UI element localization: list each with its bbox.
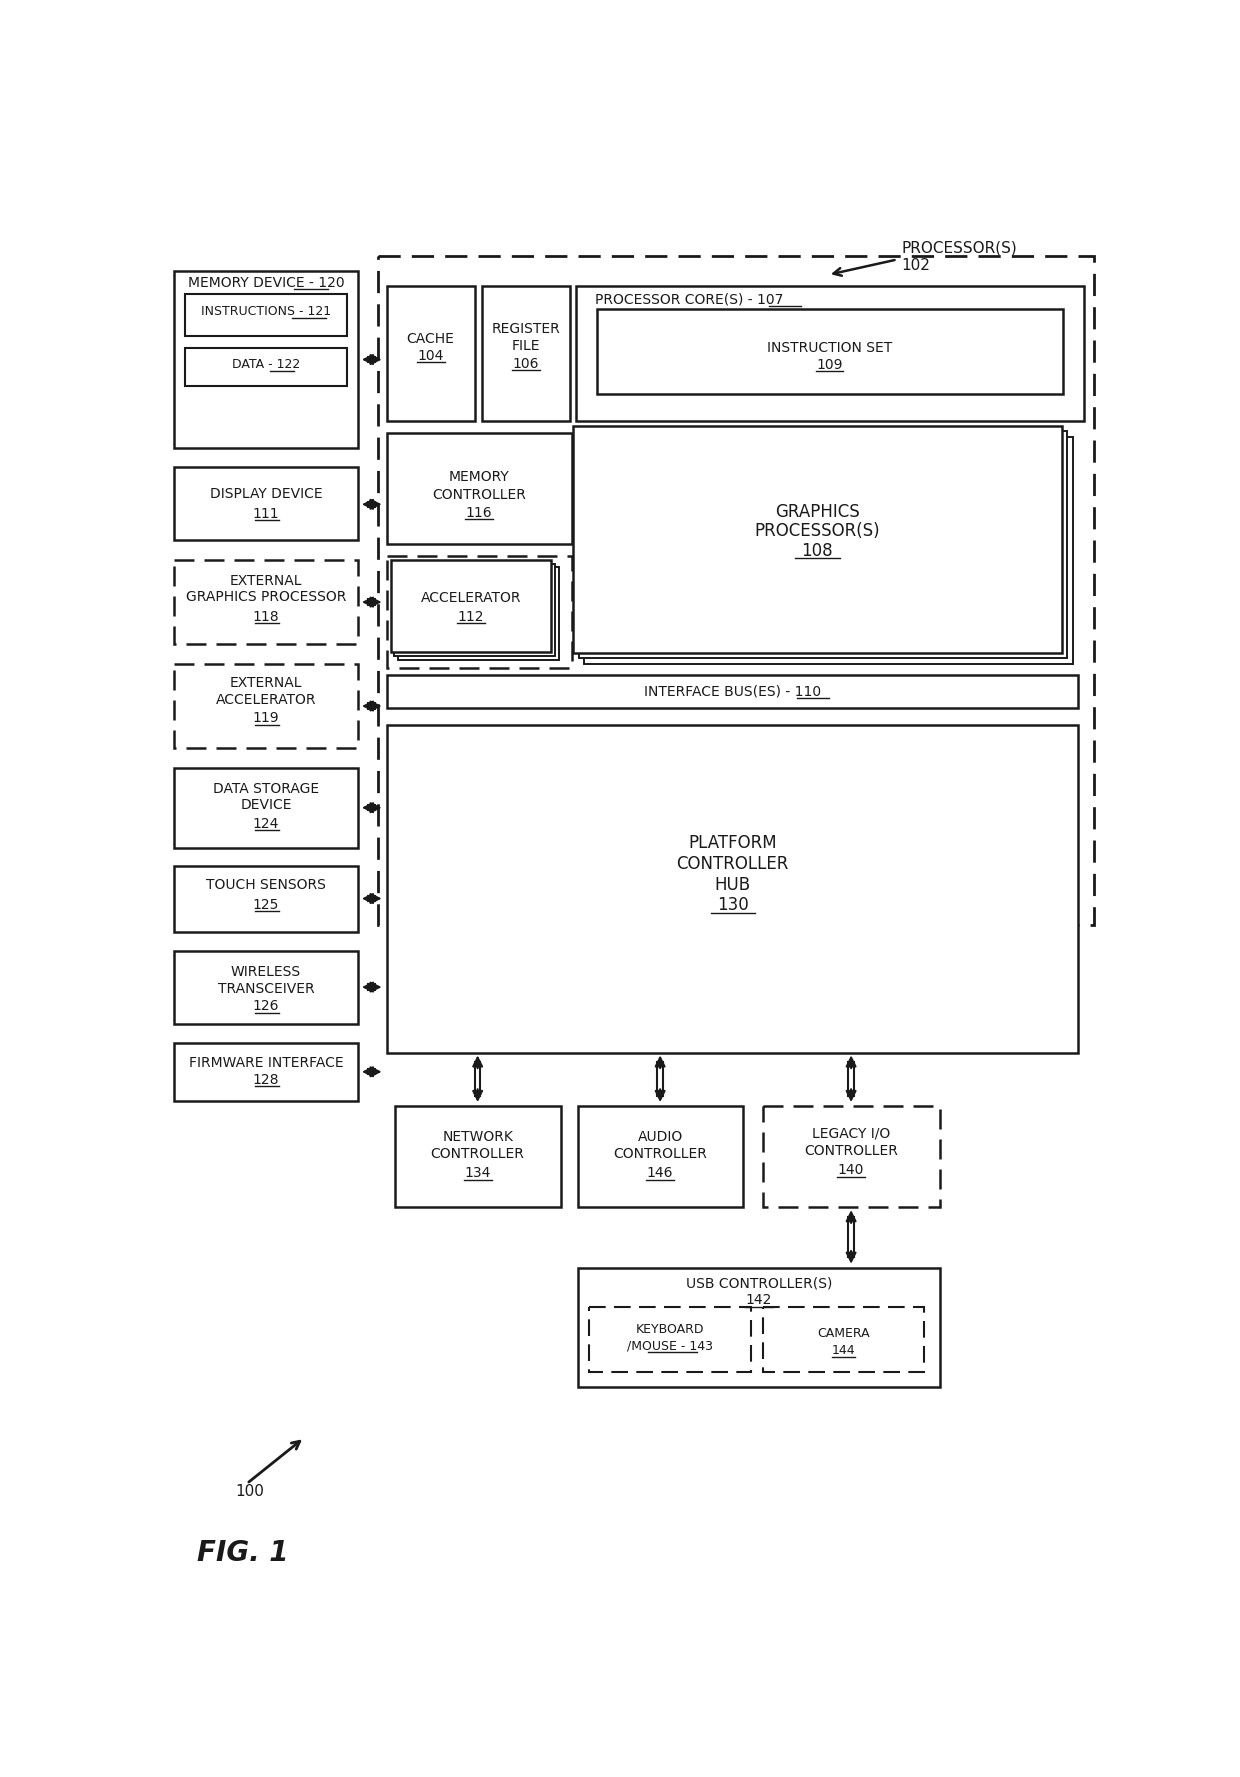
Text: CONTROLLER: CONTROLLER	[430, 1148, 525, 1160]
Bar	[578, 1269, 940, 1388]
Bar	[174, 560, 358, 645]
Text: REGISTER: REGISTER	[492, 322, 560, 336]
Text: 100: 100	[236, 1484, 264, 1500]
Text: KEYBOARD: KEYBOARD	[636, 1324, 704, 1336]
Bar	[387, 675, 1079, 707]
Text: PROCESSOR(S): PROCESSOR(S)	[901, 240, 1017, 256]
Text: 104: 104	[418, 348, 444, 363]
Text: INSTRUCTIONS - 121: INSTRUCTIONS - 121	[201, 306, 331, 318]
Text: EXTERNAL: EXTERNAL	[229, 675, 303, 689]
Text: 109: 109	[816, 357, 843, 371]
Text: 124: 124	[253, 817, 279, 832]
Text: TRANSCEIVER: TRANSCEIVER	[217, 981, 314, 995]
Text: WIRELESS: WIRELESS	[231, 965, 301, 979]
Bar	[174, 951, 358, 1024]
Text: CONTROLLER: CONTROLLER	[433, 489, 526, 503]
Text: PROCESSOR(S): PROCESSOR(S)	[754, 522, 880, 540]
Bar	[174, 865, 358, 931]
Bar	[174, 768, 358, 848]
Text: TOUCH SENSORS: TOUCH SENSORS	[206, 878, 326, 892]
Text: 128: 128	[253, 1073, 279, 1088]
Text: 144: 144	[832, 1343, 856, 1358]
Bar	[763, 1107, 940, 1207]
Text: INTERFACE BUS(ES) - 110: INTERFACE BUS(ES) - 110	[644, 684, 821, 698]
Text: /MOUSE - 143: /MOUSE - 143	[627, 1340, 713, 1352]
Text: 106: 106	[513, 357, 539, 371]
Bar	[185, 293, 347, 336]
Text: AUDIO: AUDIO	[637, 1130, 683, 1144]
Bar	[377, 256, 1094, 926]
Bar	[394, 563, 554, 656]
Bar	[589, 1306, 751, 1372]
Text: 111: 111	[253, 506, 279, 521]
Text: INSTRUCTION SET: INSTRUCTION SET	[766, 341, 892, 355]
Text: 102: 102	[901, 258, 930, 274]
Text: DEVICE: DEVICE	[241, 798, 291, 812]
Bar	[391, 560, 551, 652]
Text: 116: 116	[466, 506, 492, 519]
Text: FIG. 1: FIG. 1	[197, 1539, 288, 1567]
Text: 118: 118	[253, 610, 279, 624]
Text: NETWORK: NETWORK	[443, 1130, 513, 1144]
Bar	[396, 1107, 560, 1207]
Text: PLATFORM: PLATFORM	[688, 833, 776, 853]
Bar	[579, 432, 1068, 657]
Text: 134: 134	[465, 1166, 491, 1180]
Text: CONTROLLER: CONTROLLER	[805, 1144, 898, 1159]
Bar	[174, 467, 358, 540]
Text: PROCESSOR CORE(S) - 107: PROCESSOR CORE(S) - 107	[595, 293, 784, 306]
Text: 112: 112	[458, 610, 484, 624]
Bar	[387, 286, 475, 421]
Text: CAMERA: CAMERA	[817, 1327, 869, 1340]
Bar	[763, 1306, 924, 1372]
Text: USB CONTROLLER(S): USB CONTROLLER(S)	[686, 1276, 832, 1290]
Bar	[584, 437, 1073, 663]
Text: 146: 146	[647, 1166, 673, 1180]
Text: GRAPHICS: GRAPHICS	[775, 503, 859, 521]
Text: 130: 130	[717, 896, 749, 915]
Text: LEGACY I/O: LEGACY I/O	[812, 1127, 890, 1141]
Text: DISPLAY DEVICE: DISPLAY DEVICE	[210, 487, 322, 501]
Text: DATA - 122: DATA - 122	[232, 359, 300, 371]
Bar	[577, 286, 1085, 421]
Bar	[185, 348, 347, 386]
Bar	[578, 1107, 743, 1207]
Bar	[387, 432, 572, 544]
Text: ACCELERATOR: ACCELERATOR	[216, 693, 316, 707]
Text: 119: 119	[253, 711, 279, 725]
Bar	[596, 309, 1063, 394]
Bar	[481, 286, 570, 421]
Text: CONTROLLER: CONTROLLER	[614, 1148, 707, 1160]
Text: MEMORY: MEMORY	[449, 471, 510, 485]
Text: 140: 140	[838, 1164, 864, 1178]
Bar	[387, 556, 572, 668]
Bar	[573, 426, 1063, 652]
Bar	[174, 1043, 358, 1102]
Text: MEMORY DEVICE - 120: MEMORY DEVICE - 120	[187, 275, 345, 290]
Bar	[398, 567, 558, 659]
Text: 142: 142	[745, 1294, 771, 1308]
Text: HUB: HUB	[714, 876, 750, 894]
Bar	[387, 725, 1079, 1052]
Bar	[174, 663, 358, 748]
Text: GRAPHICS PROCESSOR: GRAPHICS PROCESSOR	[186, 590, 346, 604]
Text: ACCELERATOR: ACCELERATOR	[420, 592, 521, 606]
Text: FILE: FILE	[512, 339, 541, 352]
Text: 125: 125	[253, 897, 279, 912]
Text: EXTERNAL: EXTERNAL	[229, 574, 303, 588]
Text: CACHE: CACHE	[407, 332, 455, 347]
Text: 108: 108	[801, 542, 833, 560]
Text: DATA STORAGE: DATA STORAGE	[213, 782, 319, 796]
Text: CONTROLLER: CONTROLLER	[676, 855, 789, 873]
Text: 126: 126	[253, 999, 279, 1013]
Bar	[174, 270, 358, 448]
Text: FIRMWARE INTERFACE: FIRMWARE INTERFACE	[188, 1056, 343, 1070]
